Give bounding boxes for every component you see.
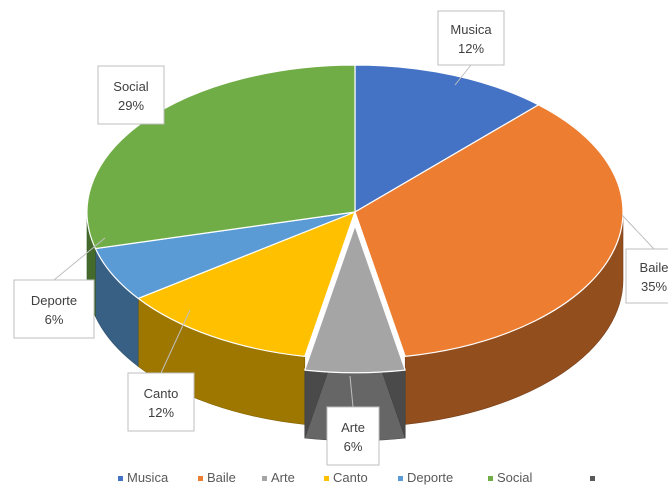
leader-line bbox=[621, 214, 655, 250]
slice-name-label: Deporte bbox=[31, 293, 77, 308]
legend: Musica Baile Arte Canto Deporte Social bbox=[118, 470, 595, 485]
slice-name-label: Musica bbox=[450, 22, 492, 37]
slice-arte bbox=[304, 225, 406, 374]
slice-musica bbox=[354, 64, 540, 213]
data-label-deporte: Deporte 6% bbox=[13, 237, 106, 339]
legend-swatch bbox=[488, 476, 493, 481]
slice-name-label: Baile bbox=[640, 260, 668, 275]
slice-baile bbox=[354, 104, 624, 357]
leader-line bbox=[349, 375, 354, 408]
legend-item-arte: Arte bbox=[262, 470, 295, 485]
data-label-baile: Baile 35% bbox=[621, 214, 668, 304]
slice-percent-label: 6% bbox=[344, 439, 363, 454]
callout-box bbox=[13, 279, 95, 339]
data-label-canto: Canto 12% bbox=[127, 309, 195, 432]
legend-label: Baile bbox=[207, 470, 236, 485]
slice-canto bbox=[137, 211, 356, 357]
callout-box bbox=[97, 65, 165, 125]
leader-line bbox=[53, 237, 106, 281]
leader-line bbox=[454, 64, 472, 86]
legend-item-deporte: Deporte bbox=[398, 470, 453, 485]
legend-swatch bbox=[398, 476, 403, 481]
slice-percent-label: 12% bbox=[148, 405, 174, 420]
legend-label: Social bbox=[497, 470, 533, 485]
slice-percent-label: 12% bbox=[458, 41, 484, 56]
leader-line bbox=[160, 309, 191, 374]
callout-box bbox=[437, 10, 505, 66]
legend-swatch bbox=[324, 476, 329, 481]
callout-box bbox=[127, 372, 195, 432]
legend-extra-swatch bbox=[590, 476, 595, 481]
legend-label: Musica bbox=[127, 470, 169, 485]
slice-name-label: Canto bbox=[144, 386, 179, 401]
legend-item-social: Social bbox=[488, 470, 533, 485]
data-label-social: Social 29% bbox=[97, 65, 165, 125]
slice-name-label: Arte bbox=[341, 420, 365, 435]
legend-item-baile: Baile bbox=[198, 470, 236, 485]
slice-percent-label: 35% bbox=[641, 279, 667, 294]
legend-label: Arte bbox=[271, 470, 295, 485]
slice-name-label: Social bbox=[113, 79, 149, 94]
legend-label: Deporte bbox=[407, 470, 453, 485]
legend-swatch bbox=[118, 476, 123, 481]
legend-item-musica: Musica bbox=[118, 470, 169, 485]
legend-swatch bbox=[262, 476, 267, 481]
data-label-arte: Arte 6% bbox=[326, 375, 380, 466]
legend-label: Canto bbox=[333, 470, 368, 485]
slice-percent-label: 6% bbox=[45, 312, 64, 327]
data-labels: Musica 12% Baile 35% Arte 6% Canto 12% Deporte 6%… bbox=[13, 10, 668, 466]
callout-box bbox=[625, 248, 668, 304]
callout-box bbox=[326, 406, 380, 466]
data-label-musica: Musica 12% bbox=[437, 10, 505, 86]
pie-top-faces bbox=[86, 64, 624, 374]
slice-percent-label: 29% bbox=[118, 98, 144, 113]
legend-item-canto: Canto bbox=[324, 470, 368, 485]
legend-swatch bbox=[198, 476, 203, 481]
